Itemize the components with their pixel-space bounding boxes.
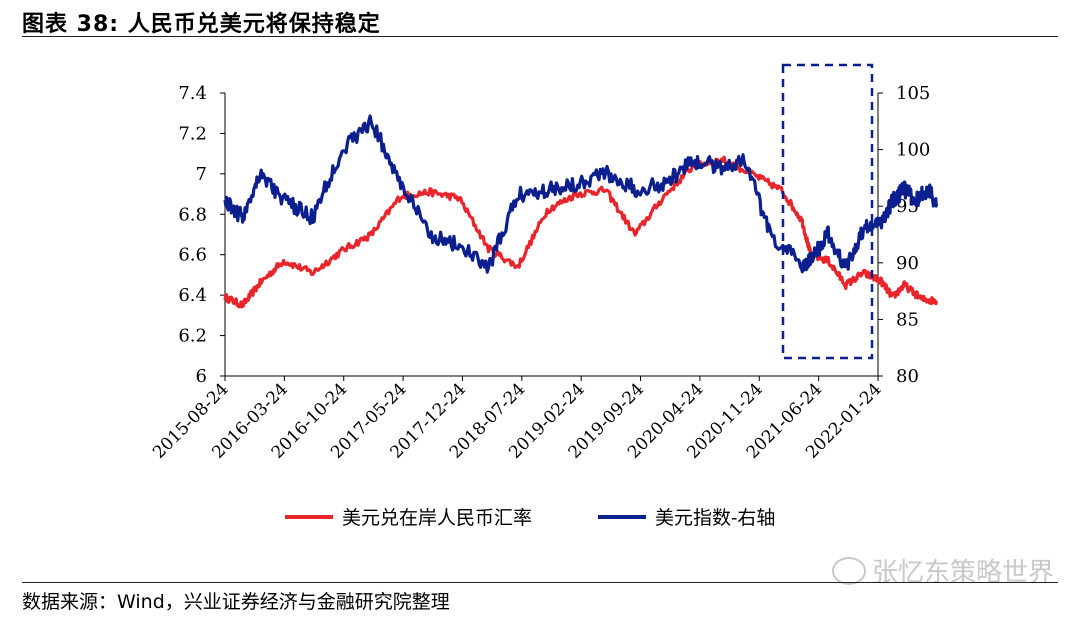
right-tick-label: 90 xyxy=(896,253,919,274)
chart: 66.26.46.66.877.27.4808590951001052015-0… xyxy=(149,63,939,529)
left-tick-label: 6.6 xyxy=(178,245,207,266)
left-tick-label: 6.4 xyxy=(178,285,207,306)
right-tick-label: 80 xyxy=(896,366,919,387)
legend-cny-label: 美元兑在岸人民币汇率 xyxy=(342,507,532,529)
watermark-text: 张忆东策略世界 xyxy=(871,558,1054,588)
left-tick-label: 6.2 xyxy=(178,326,207,347)
left-tick-label: 6 xyxy=(196,366,207,387)
dxy-series-line xyxy=(223,114,939,274)
left-tick-label: 7.4 xyxy=(178,83,207,104)
watermark: 张忆东策略世界 xyxy=(831,552,1054,589)
data-source: 数据来源：Wind，兴业证券经济与金融研究院整理 xyxy=(22,591,450,613)
right-tick-label: 100 xyxy=(896,140,930,161)
left-tick-label: 7 xyxy=(196,164,207,185)
wechat-icon xyxy=(831,556,866,585)
left-tick-label: 7.2 xyxy=(178,123,207,144)
cny-series-line xyxy=(223,155,939,309)
right-tick-label: 105 xyxy=(896,83,930,104)
left-tick-label: 6.8 xyxy=(178,204,207,225)
bottom-divider xyxy=(22,582,1058,583)
legend-dxy-label: 美元指数-右轴 xyxy=(655,507,775,529)
right-tick-label: 85 xyxy=(896,309,919,330)
top-divider xyxy=(22,36,1058,37)
highlight-box xyxy=(781,63,874,360)
figure-title: 图表 38: 人民币兑美元将保持稳定 xyxy=(22,12,381,37)
